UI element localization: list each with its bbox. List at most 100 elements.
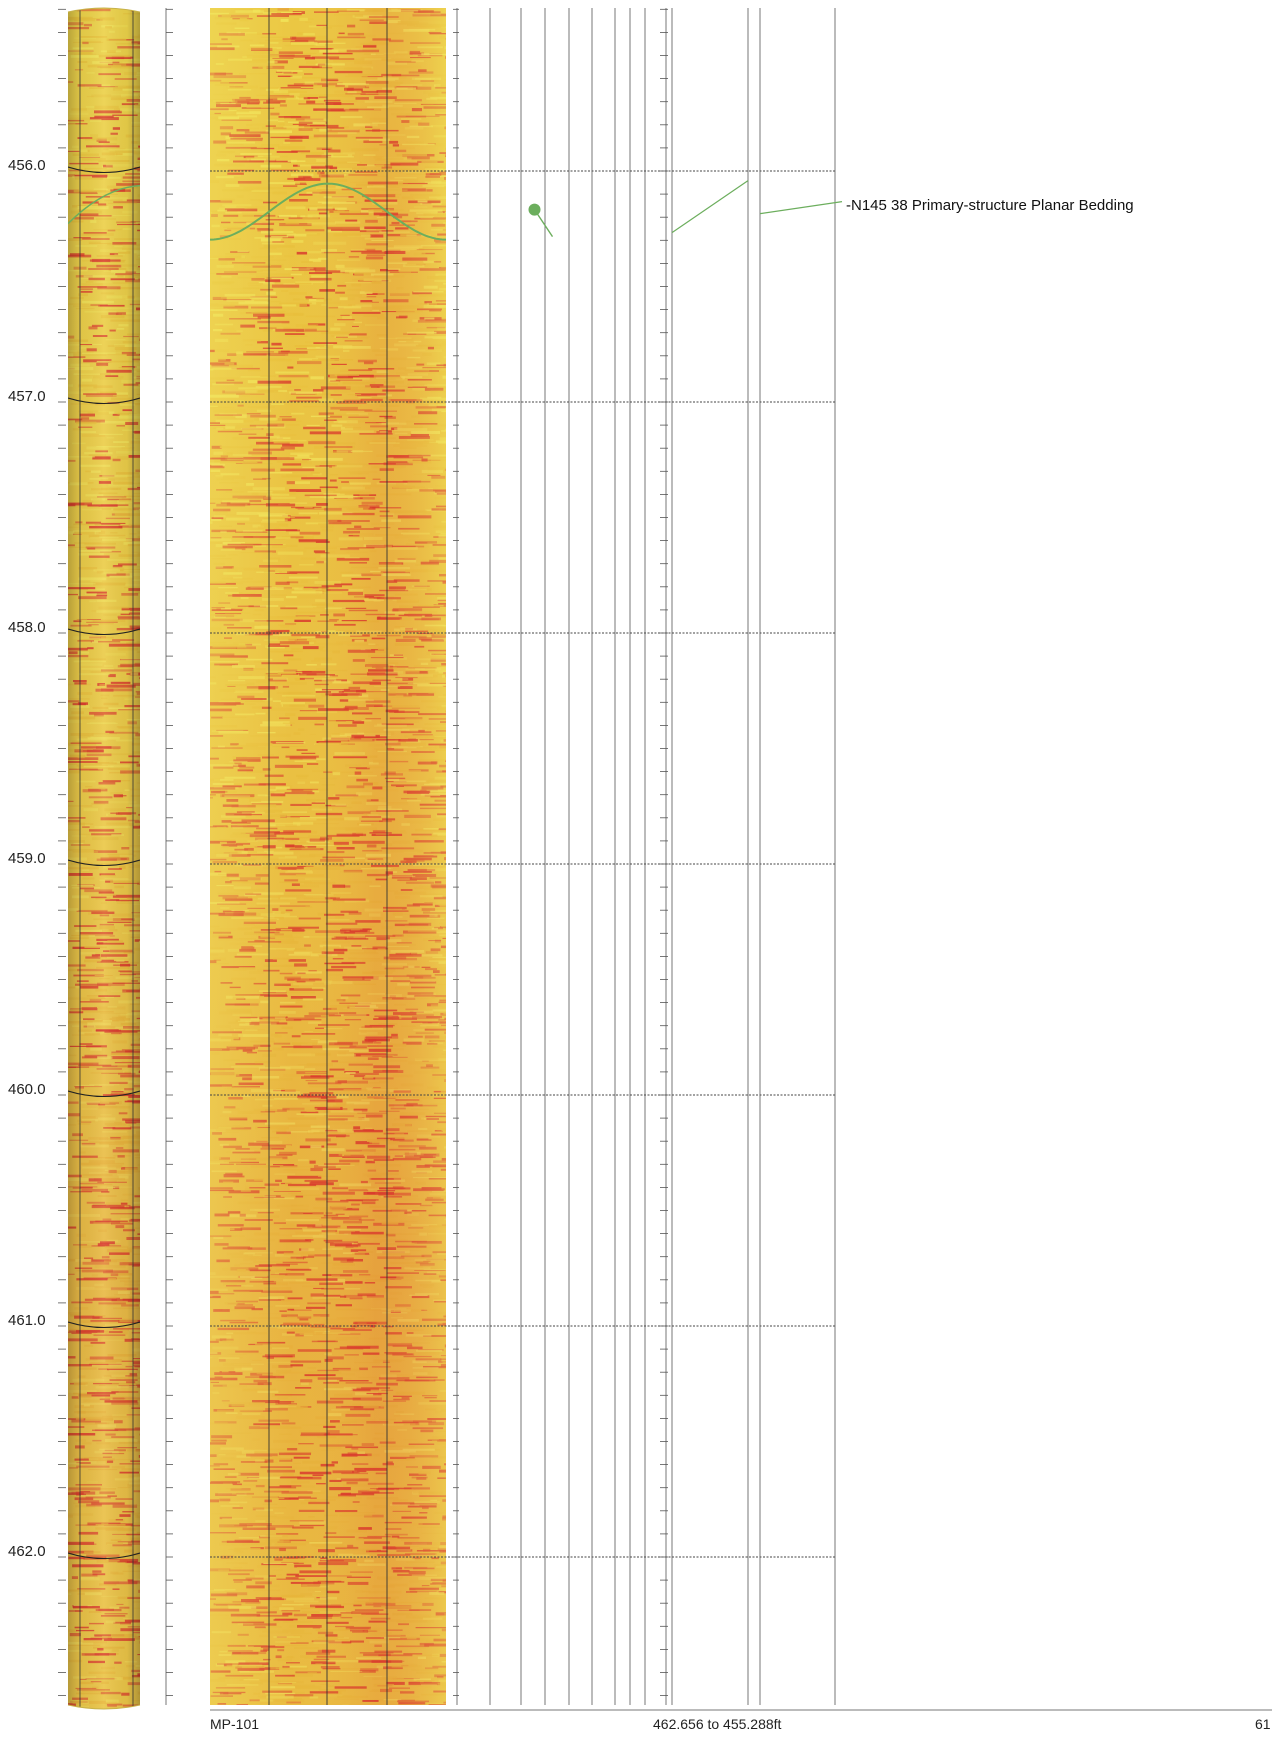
texture-streak [141, 1398, 172, 1400]
texture-streak [136, 370, 140, 373]
borehole-cylinder-view [67, 7, 176, 1714]
texture-streak [142, 958, 168, 960]
texture-streak [445, 783, 446, 787]
texture-streak [447, 865, 455, 867]
texture-streak [138, 1589, 140, 1593]
texture-streak [444, 395, 446, 397]
texture-streak [141, 684, 157, 686]
texture-streak [444, 211, 446, 214]
cylinder-bedding-trace [68, 184, 140, 225]
texture-streak [444, 468, 446, 471]
texture-streak [141, 1303, 164, 1305]
texture-streak [139, 1253, 140, 1256]
texture-streak [446, 86, 463, 87]
texture-streak [143, 836, 168, 838]
texture-streak [142, 1106, 160, 1107]
texture-streak [139, 1433, 140, 1436]
texture-streak [445, 1560, 446, 1562]
texture-streak [446, 837, 475, 839]
texture-streak [137, 536, 140, 539]
texture-streak [141, 338, 164, 341]
texture-streak [136, 1384, 140, 1387]
texture-streak [140, 1703, 147, 1706]
texture-streak [142, 949, 152, 950]
texture-streak [135, 109, 140, 113]
texture-streak [141, 864, 161, 866]
texture-streak [137, 157, 140, 160]
texture-streak [446, 481, 478, 484]
texture-streak [141, 722, 168, 725]
texture-streak [447, 1705, 466, 1707]
texture-streak [137, 1474, 140, 1476]
texture-streak [141, 1609, 174, 1610]
texture-streak [143, 1542, 175, 1544]
texture-streak [136, 640, 140, 644]
texture-streak [143, 1385, 166, 1388]
texture-streak [141, 105, 149, 107]
texture-streak [137, 1691, 140, 1695]
texture-streak [142, 148, 149, 151]
texture-streak [139, 96, 140, 98]
texture-streak [447, 566, 477, 569]
texture-streak [139, 537, 140, 539]
texture-streak [141, 991, 166, 994]
texture-streak [140, 871, 166, 873]
texture-streak [143, 959, 154, 962]
texture-streak [142, 881, 175, 884]
texture-streak [144, 229, 165, 231]
texture-streak [138, 256, 140, 258]
texture-streak [144, 1529, 175, 1531]
texture-streak [447, 1033, 453, 1034]
texture-streak [139, 1070, 140, 1073]
texture-streak [140, 258, 153, 260]
texture-streak [446, 1077, 452, 1080]
texture-streak [448, 350, 464, 351]
texture-streak [143, 772, 169, 773]
texture-streak [448, 442, 477, 443]
texture-streak [445, 445, 446, 448]
depth-ring [68, 859, 140, 866]
texture-streak [136, 72, 140, 75]
texture-streak [444, 214, 446, 216]
cylinder-bottom-rim [67, 1704, 141, 1710]
texture-streak [448, 1392, 471, 1395]
texture-streak [137, 34, 140, 37]
texture-streak [141, 890, 170, 892]
depth-ring [68, 628, 140, 635]
depth-ring [68, 166, 140, 173]
texture-streak [126, 1712, 152, 1714]
texture-streak [443, 625, 446, 627]
texture-streak [442, 1672, 446, 1676]
texture-streak [139, 336, 140, 339]
depth-ring [68, 1090, 140, 1097]
texture-streak [136, 692, 140, 696]
texture-streak [144, 189, 176, 191]
texture-streak [141, 1406, 172, 1408]
texture-streak [139, 1265, 140, 1268]
texture-streak [448, 616, 480, 619]
texture-streak [140, 1078, 166, 1080]
texture-streak [136, 763, 140, 767]
texture-streak [443, 1315, 446, 1318]
texture-streak [141, 1412, 156, 1415]
texture-streak [141, 380, 166, 382]
texture-streak [442, 531, 446, 534]
texture-streak [138, 1397, 140, 1400]
texture-streak [444, 1031, 446, 1034]
texture-streak [140, 1474, 158, 1476]
texture-streak [138, 145, 140, 149]
texture-streak [142, 417, 175, 419]
texture-streak [141, 11, 156, 14]
texture-streak [114, 1710, 132, 1711]
texture-streak [442, 1361, 446, 1365]
texture-streak [144, 1449, 152, 1451]
texture-streak [127, 8, 134, 9]
depth-ring [68, 1321, 140, 1328]
texture-streak [140, 1701, 151, 1703]
texture-streak [139, 109, 140, 112]
texture-streak [140, 154, 163, 156]
texture-streak [137, 229, 140, 232]
texture-streak [140, 1374, 151, 1375]
texture-streak [143, 373, 153, 375]
texture-streak [447, 1607, 473, 1609]
